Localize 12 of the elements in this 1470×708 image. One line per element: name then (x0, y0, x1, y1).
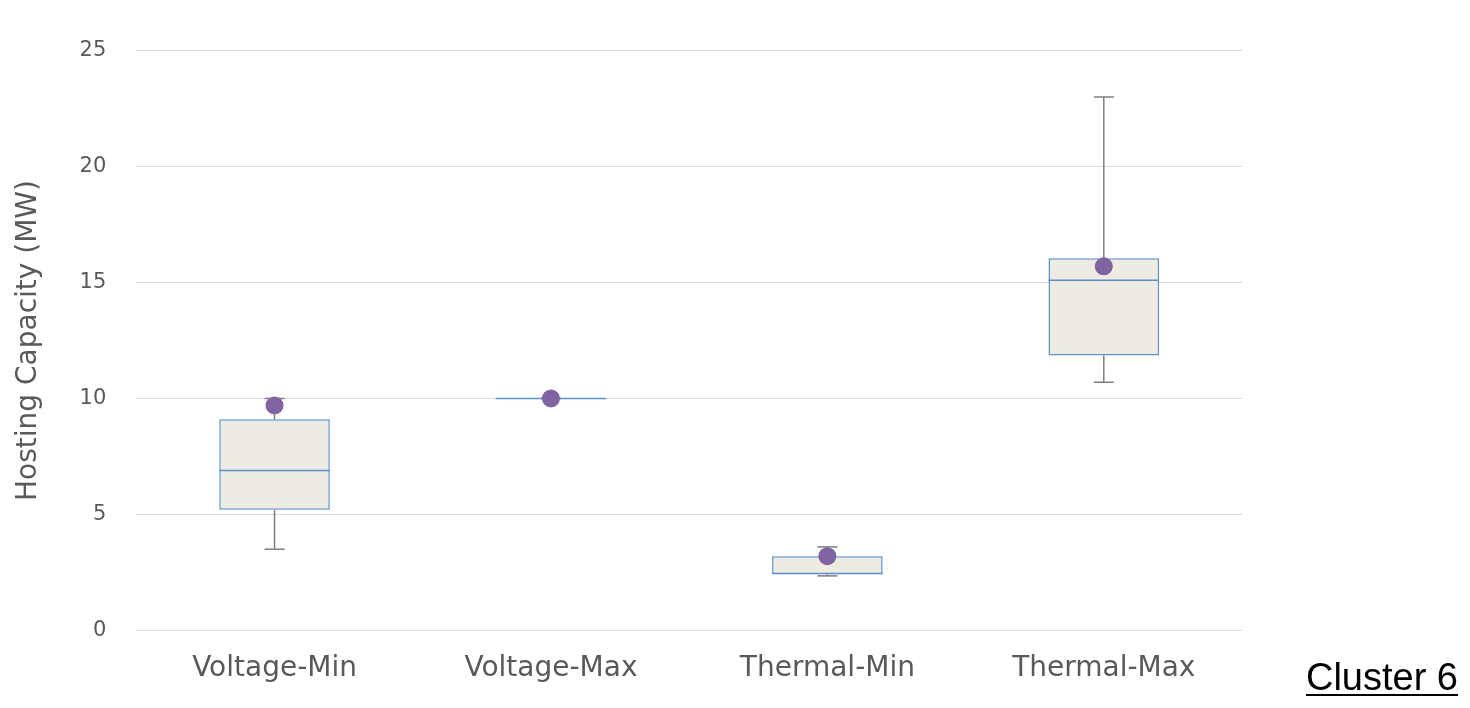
y-tick-label: 5 (92, 500, 107, 525)
y-tick-label: 20 (79, 153, 107, 178)
x-tick-label: Thermal-Min (738, 650, 915, 684)
text: Cluster 6 (1305, 656, 1458, 698)
x-tick-label: Voltage-Min (192, 650, 357, 684)
y-tick-label: 15 (79, 268, 107, 293)
y-tick-label: 10 (79, 384, 107, 409)
y-axis-title: Hosting Capacity (MW) (10, 180, 44, 501)
x-tick-label: Voltage-Max (464, 650, 638, 684)
y-tick-label: 0 (92, 616, 107, 641)
x-tick-label: Thermal-Max (1011, 650, 1196, 684)
y-tick-label: 25 (79, 37, 107, 62)
